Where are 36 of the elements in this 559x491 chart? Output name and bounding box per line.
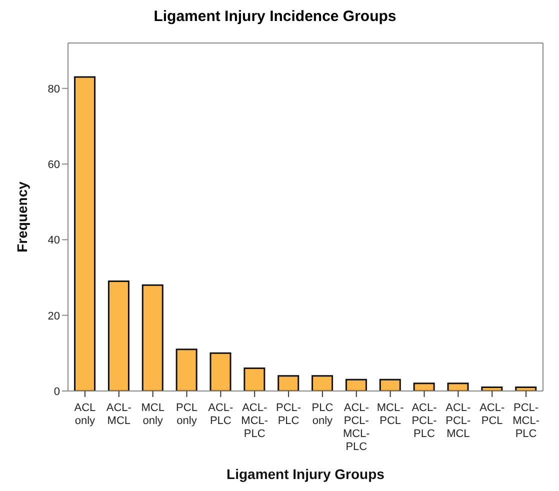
y-tick-label: 80 (48, 83, 60, 96)
x-tick-label: ACL-PLC (208, 402, 234, 427)
x-tick-label: ACL-PCL (480, 402, 505, 427)
x-tick-label: MCL only (141, 402, 164, 427)
bar (481, 386, 503, 391)
bar (142, 284, 164, 391)
bar (515, 386, 537, 391)
x-tick-label: PCL-PLC (276, 402, 302, 427)
y-tick-label: 40 (48, 234, 60, 247)
bar (210, 352, 232, 391)
bar (108, 280, 130, 391)
bar (447, 382, 469, 391)
chart-title: Ligament Injury Incidence Groups (152, 8, 398, 25)
bar (345, 378, 367, 391)
y-tick-label: 0 (54, 386, 60, 398)
bar (176, 348, 198, 391)
bar (278, 375, 300, 391)
x-axis-title: Ligament Injury Groups (226, 466, 385, 482)
y-axis-title: Frequency (14, 181, 30, 252)
x-tick-label: ACL-PCL-MCL (446, 402, 472, 440)
x-tick-label: ACL only (74, 402, 96, 427)
y-tick-label: 20 (48, 310, 60, 322)
x-tick-label: PCL-MCL-PLC (512, 402, 540, 440)
bar (413, 382, 435, 391)
x-tick-label: PCL only (176, 402, 198, 427)
x-tick-label: ACL-MCL (106, 402, 132, 427)
x-tick-label: MCL-PCL (376, 402, 404, 427)
x-tick-label: ACL-MCL-PLC (241, 402, 268, 440)
y-tick-label: 60 (48, 158, 60, 171)
bar (74, 76, 96, 391)
x-tick-label: ACL-PCL-PLC (412, 402, 438, 440)
bar (379, 378, 401, 391)
x-tick-label: ACL-PCL-MCL-PLC (342, 402, 370, 453)
x-tick-label: PLC only (312, 402, 334, 427)
bar (312, 375, 334, 391)
bar (244, 368, 266, 391)
